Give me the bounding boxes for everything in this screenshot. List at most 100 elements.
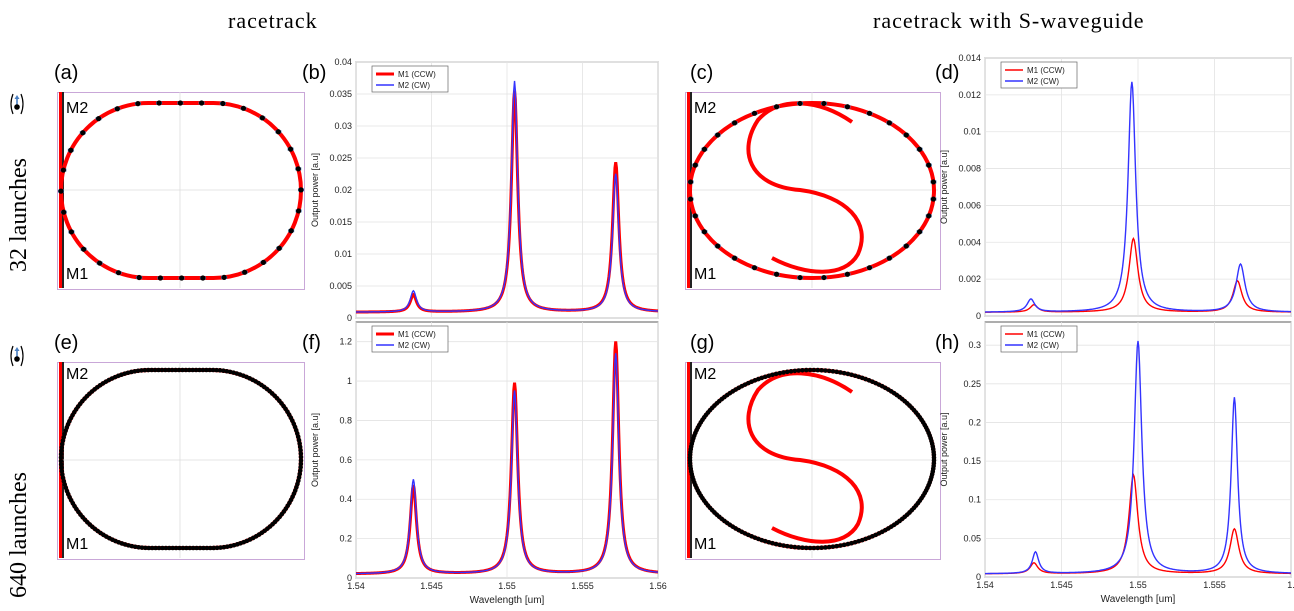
x-tick-label: 1.555 xyxy=(1203,580,1226,590)
launch-point xyxy=(156,367,161,373)
launch-point xyxy=(221,544,227,550)
monitor-label-m2: M2 xyxy=(66,366,89,383)
launch-point xyxy=(687,196,694,202)
monitor-label-m1: M1 xyxy=(694,266,717,283)
panel-label-d: (d) xyxy=(935,62,960,84)
launch-point xyxy=(298,461,304,467)
launch-point xyxy=(149,545,155,551)
x-tick-label: 1.545 xyxy=(420,581,443,591)
launch-point xyxy=(797,100,803,107)
launch-point xyxy=(204,545,210,551)
launch-point xyxy=(732,255,738,261)
launch-point xyxy=(844,271,851,277)
launch-point xyxy=(298,447,303,453)
s-waveguide xyxy=(746,101,864,274)
launch-point xyxy=(275,129,281,135)
launch-point xyxy=(732,120,738,126)
panel-label-c: (c) xyxy=(690,62,714,84)
launch-point xyxy=(61,209,67,215)
launch-point xyxy=(260,259,267,265)
launch-point xyxy=(916,229,923,235)
launch-point xyxy=(135,368,141,374)
launch-point xyxy=(97,260,103,266)
launch-point xyxy=(844,104,851,110)
monitor-label-m2: M2 xyxy=(66,100,89,117)
launch-point xyxy=(177,100,183,106)
launch-point xyxy=(207,367,213,373)
launch-point xyxy=(288,228,294,234)
launch-point xyxy=(214,367,219,373)
monitor-label-m1: M1 xyxy=(66,266,89,283)
launch-point xyxy=(777,370,783,376)
launch-point xyxy=(826,368,832,374)
launch-point xyxy=(759,537,765,543)
launch-point xyxy=(68,147,74,153)
legend-label: M1 (CCW) xyxy=(1027,66,1065,75)
launch-point xyxy=(903,132,909,138)
panel-label-g: (g) xyxy=(690,332,715,354)
launch-point xyxy=(210,367,216,373)
y-tick-label: 0.03 xyxy=(334,121,352,131)
launch-point xyxy=(830,544,836,549)
legend-label: M2 (CW) xyxy=(398,341,430,350)
launch-point xyxy=(838,370,843,375)
series-line xyxy=(356,80,658,313)
launch-point xyxy=(701,146,708,152)
launch-point xyxy=(221,368,226,374)
launch-point xyxy=(214,545,220,551)
launch-point xyxy=(183,367,189,373)
chart-h: 1.54 1.545 1.55 1.555 1. 0 0.05 0.1 0.15 0.2 0.25 0… xyxy=(939,321,1294,605)
launch-icon xyxy=(10,345,24,367)
launch-point xyxy=(295,208,302,214)
launch-point xyxy=(845,371,851,377)
chart-b: 0 0.005 0.01 0.015 0.02 0.025 0.03 0.035 0.04 Out… xyxy=(310,57,659,323)
launch-point xyxy=(803,545,809,551)
launch-point xyxy=(146,545,152,551)
launch-point xyxy=(751,265,758,271)
launch-point xyxy=(60,472,65,477)
launch-point xyxy=(193,367,199,373)
racetrack-diagram-e xyxy=(57,362,305,560)
ring-e xyxy=(58,362,304,558)
launch-point xyxy=(692,162,698,168)
launch-point xyxy=(186,367,192,373)
y-tick-label: 0.01 xyxy=(963,127,981,137)
x-tick-label: 1.54 xyxy=(976,580,994,590)
launch-point xyxy=(173,367,178,373)
x-tick-label: 1.55 xyxy=(1129,580,1147,590)
launch-point xyxy=(80,130,86,136)
launch-point xyxy=(788,369,794,374)
y-tick-label: 1 xyxy=(347,376,352,386)
launch-point xyxy=(132,369,138,374)
launch-point xyxy=(200,367,206,373)
launch-point xyxy=(197,545,203,551)
launch-point xyxy=(156,545,162,551)
launch-point xyxy=(204,367,209,373)
x-tick-label: 1.555 xyxy=(571,581,594,591)
launch-point xyxy=(218,545,223,550)
panel-label-e: (e) xyxy=(54,332,79,354)
legend-box xyxy=(1000,325,1078,353)
launch-point xyxy=(781,370,786,375)
launch-point xyxy=(773,371,779,377)
column-title-s-waveguide: racetrack with S-waveguide xyxy=(873,8,1145,33)
y-tick-label: 0.01 xyxy=(334,249,352,259)
launch-point xyxy=(838,543,843,548)
y-tick-label: 0.006 xyxy=(958,200,981,210)
launch-point xyxy=(142,367,148,373)
launch-point xyxy=(297,468,303,473)
y-tick-label: 0.014 xyxy=(958,53,981,63)
launch-point xyxy=(145,367,151,373)
launch-point xyxy=(759,375,765,381)
launch-point xyxy=(852,539,858,545)
y-tick-label: 0.025 xyxy=(329,153,352,163)
x-tick-label: 1.56 xyxy=(649,581,667,591)
launch-point xyxy=(170,545,176,551)
launch-point xyxy=(177,545,182,551)
y-tick-label: 0.3 xyxy=(968,340,981,350)
launch-point xyxy=(59,465,64,471)
launch-point xyxy=(197,367,202,373)
s-waveguide xyxy=(746,371,864,544)
launch-point xyxy=(59,448,64,454)
